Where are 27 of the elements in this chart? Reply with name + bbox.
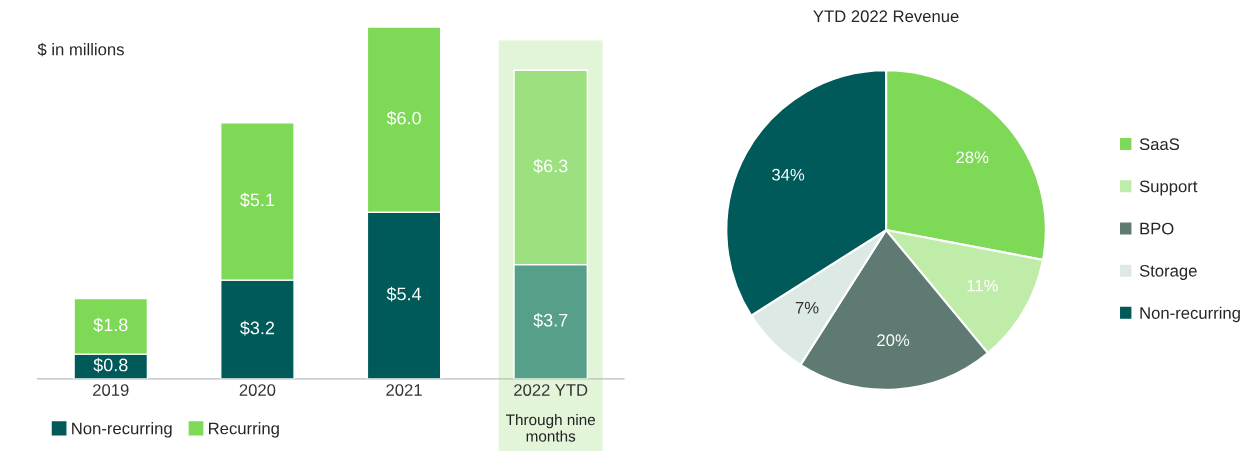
data-label: $3.2 bbox=[240, 320, 275, 336]
x-tick-label: 2021 bbox=[386, 384, 422, 396]
data-label: $5.1 bbox=[240, 192, 275, 208]
legend-label: Non-recurring bbox=[1140, 306, 1240, 323]
chart-title: YTD 2022 Revenue bbox=[813, 10, 959, 23]
data-label: $6.3 bbox=[533, 158, 568, 174]
data-label: 34% bbox=[772, 168, 805, 181]
band-label: Through nine months bbox=[506, 414, 596, 442]
legend-label: Non-recurring bbox=[72, 422, 172, 438]
x-tick-label: 2020 bbox=[239, 384, 276, 396]
data-label: 20% bbox=[877, 334, 910, 347]
legend-label: Recurring bbox=[209, 422, 279, 438]
x-tick-label: 2022 YTD bbox=[514, 384, 588, 396]
data-label: $1.8 bbox=[93, 317, 128, 333]
x-tick-label: 2019 bbox=[93, 384, 129, 396]
legend-label: SaaS bbox=[1139, 138, 1180, 151]
data-label: $3.7 bbox=[533, 313, 568, 328]
annotation: $ in millions bbox=[37, 42, 124, 57]
data-label: $0.8 bbox=[93, 357, 128, 373]
data-label: 28% bbox=[956, 151, 989, 164]
data-label: $5.4 bbox=[386, 286, 422, 302]
legend-label: BPO bbox=[1140, 222, 1174, 235]
legend-label: Support bbox=[1139, 180, 1198, 196]
data-label: $6.0 bbox=[386, 110, 421, 126]
data-label: 7% bbox=[795, 301, 819, 314]
legend-label: Storage bbox=[1139, 264, 1197, 280]
data-label: 11% bbox=[967, 279, 998, 292]
